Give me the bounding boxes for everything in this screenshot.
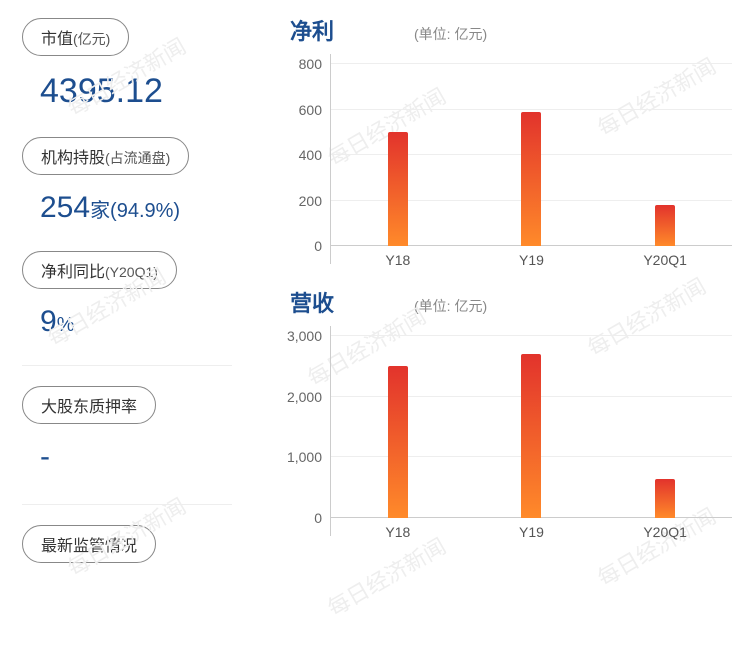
section-divider: [22, 504, 232, 505]
x-tick-label: Y19: [501, 524, 561, 540]
metric-pill: 市值(亿元): [22, 18, 129, 56]
chart-title: 营收: [290, 286, 334, 318]
chart-revenue: 营收 (单位: 亿元) 01,0002,0003,000Y18Y19Y20Q1: [270, 286, 732, 536]
x-tick-label: Y18: [368, 524, 428, 540]
metric-pill: 净利同比(Y20Q1): [22, 251, 177, 289]
metrics-sidebar: 市值(亿元) 4395.12 机构持股(占流通盘) 254家(94.9%) 净利…: [0, 0, 260, 646]
chart-unit: (单位: 亿元): [414, 296, 487, 316]
chart-unit: (单位: 亿元): [414, 24, 487, 44]
x-tick-label: Y20Q1: [635, 252, 695, 268]
y-tick-label: 200: [299, 193, 322, 209]
charts-panel: 净利 (单位: 亿元) 0200400600800Y18Y19Y20Q1 营收 …: [260, 0, 750, 646]
metric-value: 254家(94.9%): [40, 191, 260, 225]
y-tick-label: 0: [314, 510, 322, 526]
y-tick-label: 2,000: [287, 389, 322, 405]
metric-value: 9%: [40, 305, 260, 339]
metric-pledge: 大股东质押率 -: [22, 386, 260, 474]
metric-label: 机构持股: [41, 150, 105, 167]
y-tick-label: 3,000: [287, 328, 322, 344]
metric-market-cap: 市值(亿元) 4395.12: [22, 18, 260, 111]
metric-profit-yoy: 净利同比(Y20Q1) 9%: [22, 251, 260, 339]
metric-value: 4395.12: [40, 72, 260, 111]
bar: [655, 479, 675, 518]
chart-plot-area: 01,0002,0003,000Y18Y19Y20Q1: [270, 326, 732, 536]
chart-profit: 净利 (单位: 亿元) 0200400600800Y18Y19Y20Q1: [270, 14, 732, 264]
metric-label: 市值: [41, 31, 73, 48]
chart-title: 净利: [290, 14, 334, 46]
metric-value: -: [40, 440, 260, 474]
x-tick-label: Y19: [501, 252, 561, 268]
metric-inst-holding: 机构持股(占流通盘) 254家(94.9%): [22, 137, 260, 225]
bar: [521, 112, 541, 246]
metric-sublabel: (Y20Q1): [105, 264, 158, 280]
y-tick-label: 0: [314, 238, 322, 254]
metric-label: 净利同比: [41, 264, 105, 281]
metric-pill: 大股东质押率: [22, 386, 156, 424]
metric-pill: 最新监管情况: [22, 525, 156, 563]
metric-sublabel: (占流通盘): [105, 150, 170, 166]
y-tick-label: 600: [299, 102, 322, 118]
metric-label: 最新监管情况: [41, 538, 137, 555]
metric-regulation: 最新监管情况: [22, 525, 260, 575]
bar: [655, 205, 675, 246]
x-tick-label: Y20Q1: [635, 524, 695, 540]
metric-pill: 机构持股(占流通盘): [22, 137, 189, 175]
bar: [521, 354, 541, 518]
y-tick-label: 800: [299, 56, 322, 72]
section-divider: [22, 365, 232, 366]
y-tick-label: 400: [299, 147, 322, 163]
bar: [388, 132, 408, 246]
metric-sublabel: (亿元): [73, 31, 110, 47]
bar: [388, 366, 408, 518]
metric-label: 大股东质押率: [41, 399, 137, 416]
x-tick-label: Y18: [368, 252, 428, 268]
chart-plot-area: 0200400600800Y18Y19Y20Q1: [270, 54, 732, 264]
y-tick-label: 1,000: [287, 449, 322, 465]
